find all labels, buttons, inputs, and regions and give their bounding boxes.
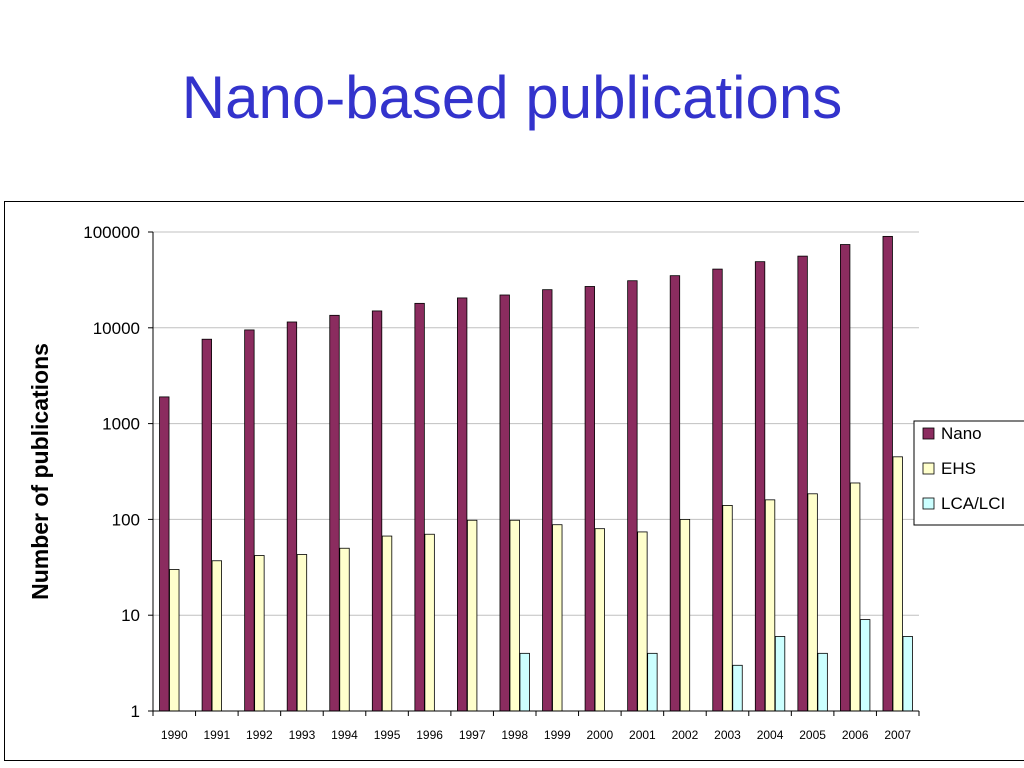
- bar-nano-2000: [584, 286, 595, 712]
- legend-label-lca-lci: LCA/LCI: [941, 494, 1005, 513]
- x-tick-label: 1990: [161, 728, 188, 742]
- bar-ehs-2000: [594, 528, 605, 712]
- bar-ehs-1995: [381, 535, 393, 712]
- bar-ehs-2007: [892, 456, 903, 712]
- bar-nano-2003: [712, 268, 723, 712]
- bar-ehs-2003: [722, 505, 733, 712]
- bar-lca-lci-2001: [647, 652, 658, 712]
- bar-ehs-1994: [339, 547, 350, 712]
- x-tick-label: 1994: [331, 728, 358, 742]
- x-tick-label: 2002: [672, 728, 699, 742]
- x-tick-label: 1998: [501, 728, 528, 742]
- legend-swatch-lca-lci: [922, 497, 935, 510]
- bar-ehs-1996: [424, 533, 435, 712]
- bar-lca-lci-2006: [860, 619, 871, 712]
- bar-nano-2006: [840, 244, 851, 712]
- bar-nano-1994: [329, 314, 340, 712]
- bar-ehs-2006: [850, 482, 861, 712]
- x-tick-label: 1999: [544, 728, 571, 742]
- bar-ehs-1993: [296, 554, 308, 712]
- bar-lca-lci-1998: [519, 652, 530, 712]
- bar-nano-1995: [371, 310, 383, 712]
- chart-frame: 100000 10000 1000 100 10 1 1990 1991 1992 1993 19…: [4, 201, 1024, 761]
- x-tick-labels: 1990 1991 1992 1993 1994 1995 1996 1997 1998 1999…: [161, 728, 911, 742]
- y-tick-label: 1000: [102, 415, 140, 434]
- legend-swatch-nano: [922, 427, 935, 440]
- x-tick-label: 1991: [203, 728, 230, 742]
- gridlines: [153, 231, 919, 616]
- bar-ehs-1990: [169, 569, 180, 712]
- x-tick-label: 2005: [799, 728, 826, 742]
- x-tick-label: 2003: [714, 728, 741, 742]
- bar-nano-1991: [201, 338, 212, 712]
- y-tick-label: 100: [112, 510, 140, 529]
- y-tick-label: 100000: [83, 223, 140, 242]
- bar-lca-lci-2007: [902, 636, 913, 712]
- x-tick-label: 1992: [246, 728, 273, 742]
- bar-ehs-2001: [637, 531, 648, 712]
- bar-nano-2001: [627, 280, 638, 712]
- bar-ehs-2004: [764, 499, 776, 712]
- x-tick-label: 1996: [416, 728, 443, 742]
- bar-nano-2007: [882, 235, 893, 712]
- bar-nano-1996: [414, 302, 425, 712]
- bar-ehs-2002: [679, 518, 691, 712]
- y-axis-label: Number of publications: [27, 343, 53, 600]
- legend: Nano EHS LCA/LCI: [913, 420, 1024, 526]
- bar-nano-2004: [754, 261, 766, 712]
- bar-nano-1993: [286, 321, 298, 712]
- y-tick-label: 1: [131, 702, 140, 721]
- x-tick-label: 2007: [884, 728, 911, 742]
- y-tick-label: 10: [121, 606, 140, 625]
- bar-ehs-1999: [552, 524, 563, 712]
- bar-nano-2002: [669, 275, 681, 712]
- bar-lca-lci-2005: [817, 652, 828, 712]
- x-tick-label: 2004: [757, 728, 784, 742]
- bar-ehs-1998: [509, 519, 520, 712]
- x-tick-label: 2001: [629, 728, 656, 742]
- x-tick-label: 1997: [459, 728, 486, 742]
- y-tick-label: 10000: [93, 319, 140, 338]
- bar-nano-2005: [797, 255, 808, 712]
- x-tick-label: 1995: [374, 728, 401, 742]
- y-tick-labels: 100000 10000 1000 100 10 1: [83, 223, 140, 721]
- x-tick-label: 2006: [842, 728, 869, 742]
- bar-nano-1990: [159, 396, 170, 712]
- bar-ehs-1997: [467, 519, 478, 712]
- bar-nano-1992: [244, 329, 255, 712]
- x-tick-label: 1993: [289, 728, 316, 742]
- bar-ehs-2005: [807, 493, 818, 712]
- legend-label-nano: Nano: [941, 424, 982, 443]
- legend-label-ehs: EHS: [941, 459, 976, 478]
- x-tick-label: 2000: [586, 728, 613, 742]
- legend-swatch-ehs: [922, 462, 935, 475]
- bar-ehs-1992: [254, 555, 265, 712]
- bars: [159, 235, 913, 712]
- bar-ehs-1991: [211, 560, 222, 712]
- bar-nano-1999: [542, 289, 553, 712]
- bar-nano-1997: [457, 297, 468, 712]
- axes: [148, 231, 920, 716]
- bar-lca-lci-2004: [774, 636, 786, 712]
- bar-nano-1998: [499, 294, 510, 712]
- bar-lca-lci-2003: [732, 664, 743, 712]
- slide-title: Nano-based publications: [181, 64, 843, 131]
